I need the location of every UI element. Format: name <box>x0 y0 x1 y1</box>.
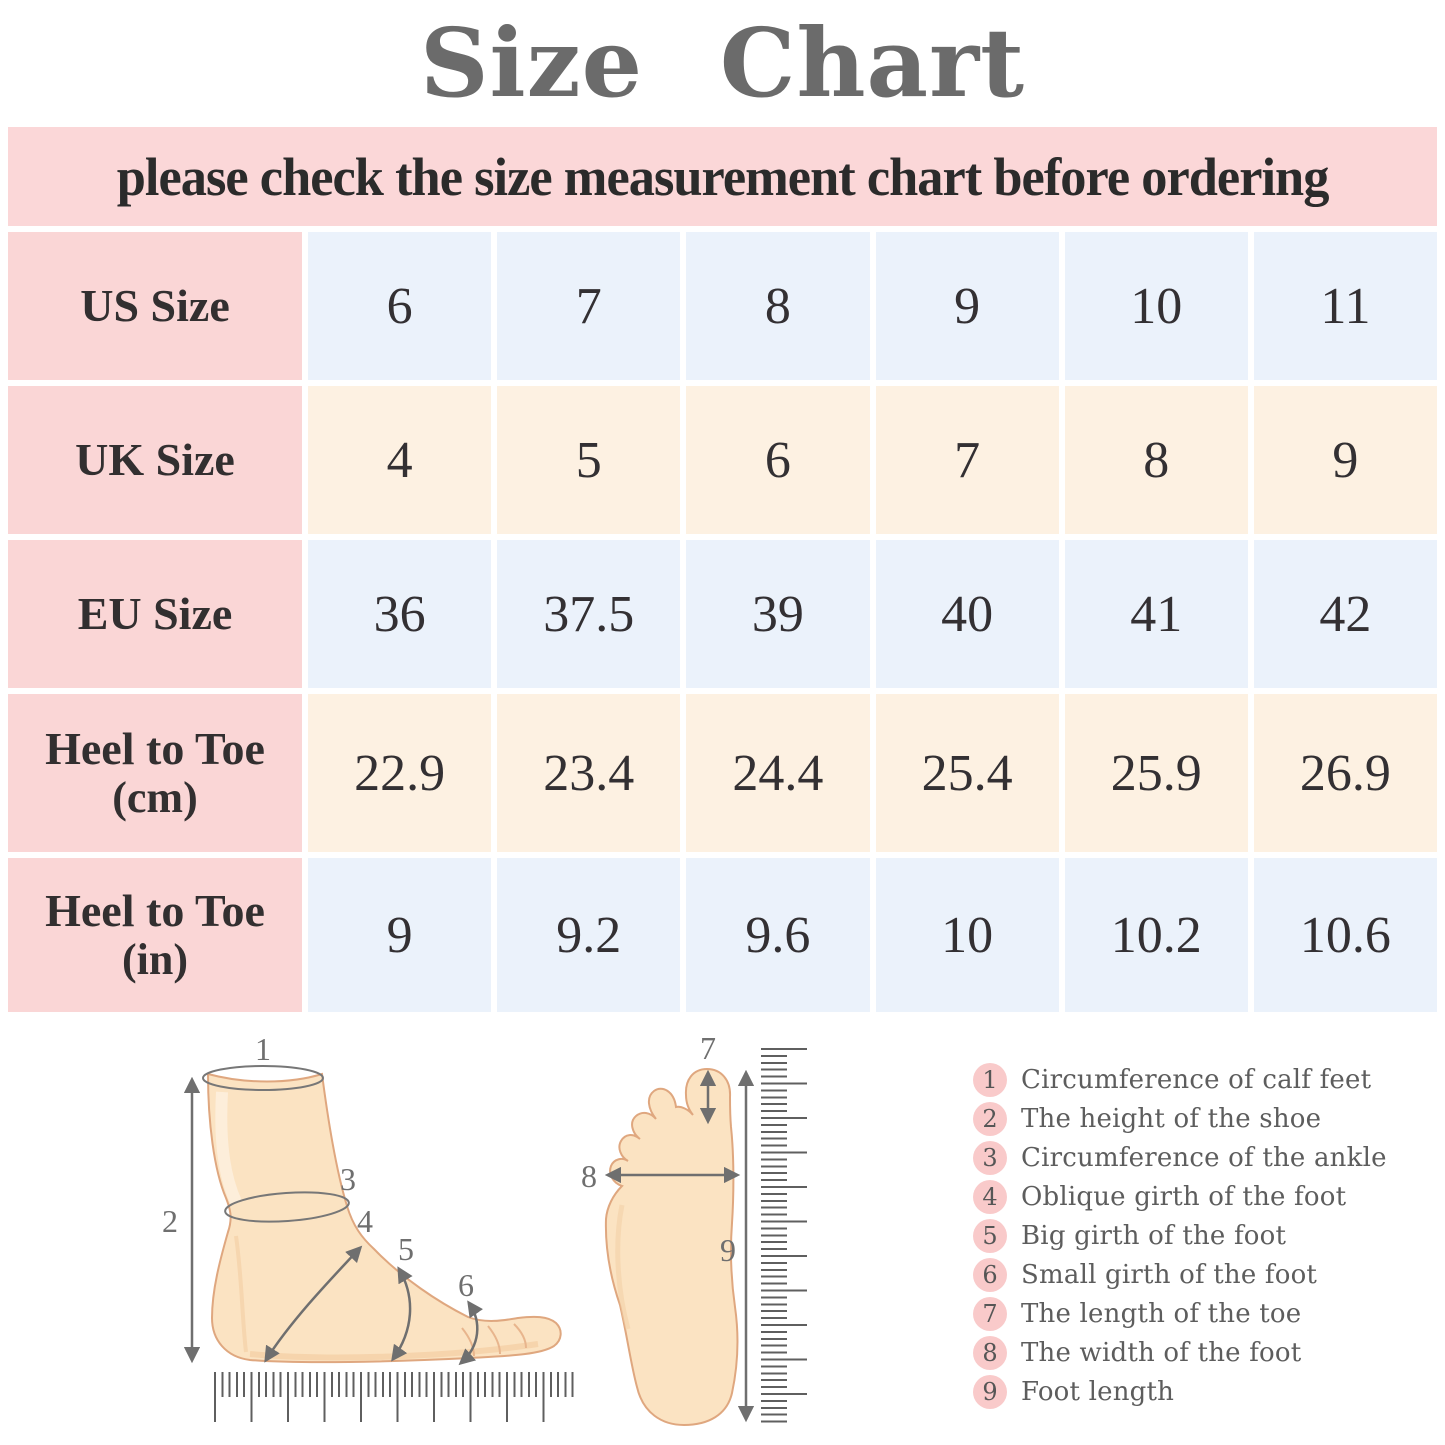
foot-side-silhouette <box>206 1072 562 1364</box>
size-cell: 42 <box>1253 540 1437 688</box>
size-cell: 25.4 <box>875 694 1059 852</box>
size-cell: 26.9 <box>1253 694 1437 852</box>
legend-text: The width of the foot <box>1021 1337 1302 1368</box>
size-cell: 10 <box>875 858 1059 1012</box>
legend-number-badge: 8 <box>973 1335 1007 1370</box>
legend-text: Big girth of the foot <box>1021 1221 1287 1251</box>
legend-item-7: 7 The length of the toe <box>973 1294 1387 1333</box>
size-cell: 7 <box>497 232 681 380</box>
size-cell: 8 <box>1064 386 1248 534</box>
label-9: 9 <box>720 1232 736 1268</box>
label-3: 3 <box>340 1161 356 1197</box>
notice-banner: please check the size measurement chart … <box>8 127 1437 226</box>
row-header-us-size: US Size <box>8 232 302 380</box>
legend-number-badge: 2 <box>973 1102 1007 1137</box>
legend-number-badge: 4 <box>973 1180 1007 1215</box>
size-cell: 41 <box>1064 540 1248 688</box>
size-cell: 9 <box>308 858 492 1012</box>
calf-girth-line <box>202 1065 324 1091</box>
legend-item-4: 4 Oblique girth of the foot <box>973 1178 1387 1217</box>
page-title: Size Chart <box>419 8 1026 119</box>
size-cell: 9 <box>1253 386 1437 534</box>
legend-number-badge: 1 <box>973 1063 1007 1098</box>
size-cell: 4 <box>308 386 492 534</box>
size-cell: 37.5 <box>497 540 681 688</box>
legend-text: Foot length <box>1021 1376 1175 1407</box>
size-cell: 7 <box>875 386 1059 534</box>
size-cell: 5 <box>497 386 681 534</box>
label-2: 2 <box>162 1203 178 1239</box>
horizontal-ruler <box>214 1372 578 1424</box>
legend-item-5: 5 Big girth of the foot <box>973 1217 1387 1256</box>
legend-item-3: 3 Circumference of the ankle <box>973 1139 1387 1178</box>
legend-number-badge: 6 <box>973 1257 1007 1292</box>
label-6: 6 <box>458 1267 474 1303</box>
row-header-heel-to-toecm: Heel to Toe (cm) <box>8 694 302 852</box>
label-1: 1 <box>255 1031 271 1067</box>
size-table: US Size 6 7 8 9 10 11 UK Size 4 5 6 7 8 9 EU Size 36 37.… <box>8 232 1437 1012</box>
legend-item-9: 9 Foot length <box>973 1372 1387 1411</box>
size-cell: 9.2 <box>497 858 681 1012</box>
big-girth-line <box>391 1266 413 1362</box>
size-cell: 9.6 <box>686 858 870 1012</box>
foot-sole-silhouette <box>604 1067 739 1427</box>
legend-text: The height of the shoe <box>1021 1104 1322 1135</box>
label-4: 4 <box>357 1203 373 1239</box>
legend-number-badge: 9 <box>973 1374 1007 1409</box>
size-cell: 6 <box>308 232 492 380</box>
legend-item-8: 8 The width of the foot <box>973 1333 1387 1372</box>
size-cell: 25.9 <box>1064 694 1248 852</box>
legend-number-badge: 5 <box>973 1219 1007 1253</box>
small-girth-line <box>458 1300 484 1366</box>
size-cell: 6 <box>686 386 870 534</box>
measurement-legend: 1 Circumference of calf feet 2 The height o… <box>973 1061 1387 1411</box>
row-header-heel-to-toein: Heel to Toe (in) <box>8 858 302 1012</box>
oblique-girth-line <box>264 1245 363 1363</box>
label-8: 8 <box>581 1158 597 1194</box>
label-5: 5 <box>398 1231 414 1267</box>
legend-item-6: 6 Small girth of the foot <box>973 1255 1387 1294</box>
vertical-ruler <box>761 1048 807 1426</box>
legend-text: Circumference of the ankle <box>1021 1143 1387 1174</box>
legend-text: The length of the toe <box>1021 1298 1302 1329</box>
legend-text: Oblique girth of the foot <box>1021 1182 1347 1213</box>
size-cell: 10.2 <box>1064 858 1248 1012</box>
size-cell: 24.4 <box>686 694 870 852</box>
size-cell: 22.9 <box>308 694 492 852</box>
row-header-eu-size: EU Size <box>8 540 302 688</box>
size-cell: 40 <box>875 540 1059 688</box>
size-cell: 8 <box>686 232 870 380</box>
size-cell: 23.4 <box>497 694 681 852</box>
size-cell: 9 <box>875 232 1059 380</box>
legend-number-badge: 3 <box>973 1141 1007 1176</box>
size-cell: 11 <box>1253 232 1437 380</box>
legend-text: Circumference of calf feet <box>1021 1065 1372 1096</box>
size-cell: 36 <box>308 540 492 688</box>
ankle-girth-line <box>224 1191 350 1223</box>
foot-sole-view-diagram: 7 8 9 <box>581 1035 755 1427</box>
legend-text: Small girth of the foot <box>1021 1259 1318 1290</box>
legend-item-1: 1 Circumference of calf feet <box>973 1061 1387 1100</box>
size-cell: 10 <box>1064 232 1248 380</box>
foot-side-view-diagram: 1 2 3 4 5 6 <box>162 1031 562 1366</box>
size-cell: 39 <box>686 540 870 688</box>
legend-number-badge: 7 <box>973 1296 1007 1331</box>
legend-item-2: 2 The height of the shoe <box>973 1100 1387 1139</box>
label-7: 7 <box>700 1035 716 1066</box>
notice-banner-text: please check the size measurement chart … <box>116 146 1330 207</box>
size-cell: 10.6 <box>1253 858 1437 1012</box>
row-header-uk-size: UK Size <box>8 386 302 534</box>
